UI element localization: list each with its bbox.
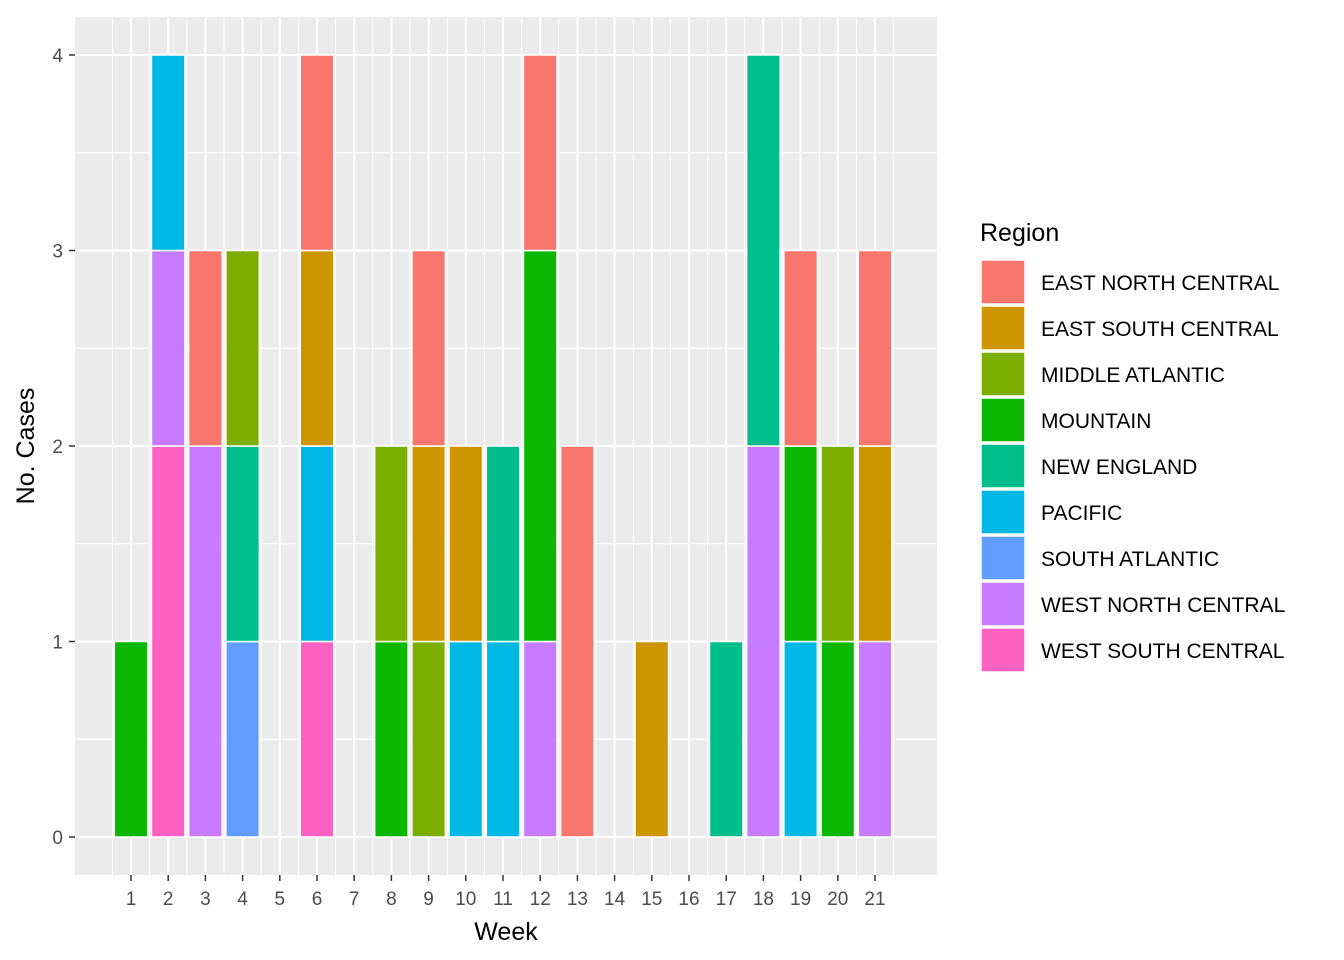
bar-segment [783, 640, 819, 838]
bar-segment [522, 54, 558, 252]
bar-segment [634, 640, 670, 838]
bar-segment [373, 445, 409, 643]
x-tick-label: 16 [678, 889, 699, 910]
legend-item-label: PACIFIC [1041, 502, 1122, 525]
legend-item-label: EAST SOUTH CENTRAL [1041, 318, 1279, 341]
bar-segment [225, 249, 261, 447]
legend-key-swatch [980, 535, 1026, 581]
legend-key-swatch [980, 397, 1026, 443]
x-tick-label: 21 [864, 889, 885, 910]
y-tick-label: 4 [52, 46, 63, 67]
bar-segment [783, 249, 819, 447]
y-axis: 0 1 2 3 4 [52, 46, 75, 849]
bar-segment [485, 640, 521, 838]
bar-segment [857, 249, 893, 447]
legend-key-swatch [980, 627, 1026, 673]
x-tick-label: 12 [530, 889, 551, 910]
legend-key-swatch [980, 489, 1026, 535]
bars-group [113, 54, 893, 838]
bar-segment [150, 445, 186, 838]
bar-segment [522, 640, 558, 838]
bar-segment [113, 640, 149, 838]
x-tick-label: 19 [790, 889, 811, 910]
y-axis-title: No. Cases [12, 388, 40, 505]
bar-segment [559, 445, 595, 838]
bar-segment [448, 445, 484, 643]
x-tick-label: 13 [567, 889, 588, 910]
x-tick-label: 18 [753, 889, 774, 910]
x-tick-label: 20 [827, 889, 848, 910]
bar-segment [225, 640, 261, 838]
bar-segment [150, 54, 186, 252]
legend-item-label: MIDDLE ATLANTIC [1041, 364, 1225, 387]
bar-segment [783, 445, 819, 643]
legend-key-swatch [980, 581, 1026, 627]
x-tick-label: 5 [275, 889, 286, 910]
legend-key-swatch [980, 351, 1026, 397]
bar-segment [299, 249, 335, 447]
bar-segment [373, 640, 409, 838]
bar-segment [522, 249, 558, 643]
bar-segment [187, 445, 223, 838]
legend-item-label: SOUTH ATLANTIC [1041, 548, 1219, 571]
legend: Region EAST NORTH CENTRAL EAST SOUTH CENT… [980, 219, 1285, 673]
bar-segment [299, 445, 335, 643]
bar-segment [857, 445, 893, 643]
bar-segment [820, 640, 856, 838]
y-tick-label: 0 [52, 828, 63, 849]
bar-segment [299, 54, 335, 252]
bar-segment [150, 249, 186, 447]
legend-item-label: NEW ENGLAND [1041, 456, 1197, 479]
x-tick-label: 6 [312, 889, 323, 910]
y-tick-label: 3 [52, 242, 63, 263]
bar-segment [299, 640, 335, 838]
legend-key-swatch [980, 259, 1026, 305]
x-tick-label: 2 [163, 889, 174, 910]
legend-item-label: WEST SOUTH CENTRAL [1041, 640, 1284, 663]
x-tick-label: 4 [237, 889, 248, 910]
bar-segment [708, 640, 744, 838]
x-tick-label: 11 [493, 889, 513, 910]
x-tick-label: 10 [455, 889, 476, 910]
y-tick-label: 2 [52, 437, 63, 458]
bar-segment [485, 445, 521, 643]
bar-segment [745, 445, 781, 838]
x-axis: 1 2 3 4 5 6 7 8 9 10 11 12 13 14 15 16 17 18 19 20 21 [126, 875, 886, 910]
x-tick-label: 3 [200, 889, 211, 910]
x-tick-label: 7 [349, 889, 360, 910]
bar-segment [225, 445, 261, 643]
bar-segment [448, 640, 484, 838]
bar-segment [411, 249, 447, 447]
legend-key-swatch [980, 305, 1026, 351]
y-tick-label: 1 [52, 633, 63, 654]
x-tick-label: 8 [386, 889, 397, 910]
bar-segment [820, 445, 856, 643]
legend-item-label: EAST NORTH CENTRAL [1041, 272, 1279, 295]
legend-key-swatch [980, 443, 1026, 489]
x-tick-label: 1 [126, 889, 137, 910]
x-axis-title: Week [474, 918, 538, 946]
bar-segment [411, 445, 447, 643]
bar-segment [187, 249, 223, 447]
legend-title: Region [980, 219, 1059, 247]
x-tick-label: 9 [423, 889, 434, 910]
bar-segment [857, 640, 893, 838]
bar-segment [745, 54, 781, 447]
x-tick-label: 14 [604, 889, 626, 910]
x-tick-label: 15 [641, 889, 662, 910]
legend-item-label: MOUNTAIN [1041, 410, 1151, 433]
bar-segment [411, 640, 447, 838]
legend-item-label: WEST NORTH CENTRAL [1041, 594, 1285, 617]
x-tick-label: 17 [716, 889, 737, 910]
